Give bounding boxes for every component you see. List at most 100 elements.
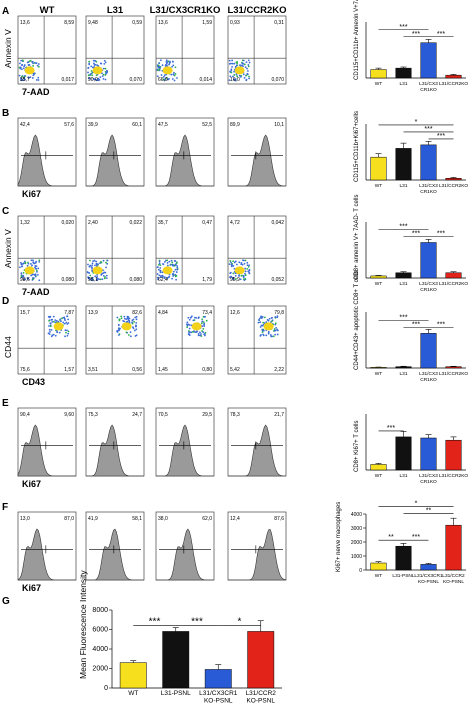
flow-dot <box>89 274 92 277</box>
quad-value: 79,8 <box>274 310 284 316</box>
flow-dot <box>235 64 238 67</box>
flow-dot <box>244 66 247 69</box>
flow-dot <box>32 65 34 67</box>
flow-dot <box>127 334 130 336</box>
density-core <box>234 266 245 275</box>
flow-dot <box>21 68 23 71</box>
quad-value: 0,93 <box>230 20 240 26</box>
flow-dot <box>244 259 247 262</box>
category-label: CR1KO <box>420 287 437 293</box>
flow-dot <box>35 267 38 270</box>
flow-dot <box>232 75 234 78</box>
bar <box>370 367 387 369</box>
gate-value: 52,5 <box>202 122 212 128</box>
quad-value: 1,45 <box>158 367 168 373</box>
flow-dot <box>37 65 40 68</box>
flow-dot <box>118 329 121 332</box>
category-label: CR1KO <box>420 479 437 485</box>
flow-dot <box>202 321 205 324</box>
flow-dot <box>156 75 159 78</box>
flow-dot <box>31 61 34 63</box>
flow-dot <box>129 331 132 334</box>
flow-dot <box>89 264 92 267</box>
flow-dot <box>158 65 161 68</box>
flow-dot <box>86 271 89 273</box>
flow-dot <box>88 77 91 80</box>
bar <box>420 144 437 181</box>
flow-dot <box>228 79 231 82</box>
flow-dot <box>230 265 233 268</box>
sig-stars: *** <box>437 321 445 328</box>
flow-dot <box>104 78 107 81</box>
gate-value: 47,5 <box>158 122 168 128</box>
flow-dot <box>21 59 24 62</box>
flow-dot <box>51 320 54 323</box>
category-label: L31/CCR2KO <box>439 183 469 189</box>
quad-value: 35,7 <box>20 77 30 83</box>
flow-dot <box>63 317 66 320</box>
flow-dot <box>201 318 204 321</box>
quad-value: 15,7 <box>20 310 30 316</box>
sig-stars: *** <box>399 314 407 321</box>
category-label: L31/CCR2 <box>246 690 277 697</box>
flow-dot <box>94 264 96 267</box>
flow-dot <box>32 73 35 76</box>
category-label: L31/CX3 <box>419 371 438 377</box>
flow-dot <box>231 276 234 279</box>
flow-dot <box>22 79 24 82</box>
flow-dot <box>91 267 93 270</box>
flow-dot <box>104 271 107 274</box>
flow-dot <box>186 321 189 324</box>
flow-dot <box>27 77 30 79</box>
flow-dot <box>87 74 90 77</box>
flow-dot <box>117 324 120 327</box>
flow-dot <box>99 76 102 79</box>
gate-value: 12,4 <box>230 516 240 522</box>
flow-dot <box>245 61 248 64</box>
flow-dot <box>246 72 249 75</box>
category-label: L31/CCR2KO <box>439 81 469 87</box>
flow-ylabel: Annexin V <box>3 29 13 68</box>
flow-dot <box>133 320 136 323</box>
flow-dot <box>229 260 232 262</box>
histogram-area <box>86 528 144 581</box>
gate-value: 38,0 <box>158 516 168 522</box>
density-core <box>24 66 35 75</box>
flow-dot <box>32 62 34 65</box>
flow-dot <box>248 264 251 267</box>
sig-stars: *** <box>412 534 420 541</box>
flow-dot <box>233 74 236 76</box>
flow-dot <box>234 78 237 80</box>
flow-dot <box>162 75 165 78</box>
flow-dot <box>22 274 25 277</box>
bar <box>395 272 412 279</box>
flow-dot <box>120 315 123 318</box>
flow-dot <box>20 59 23 62</box>
bar <box>445 366 462 369</box>
quad-value: 73,4 <box>202 310 212 316</box>
flow-dot <box>52 333 55 336</box>
quad-value: 4,84 <box>158 310 168 316</box>
flow-dot <box>134 316 137 319</box>
flow-dot <box>188 324 191 326</box>
quad-value: 13,6 <box>158 20 168 26</box>
histogram-area <box>17 424 76 477</box>
flow-dot <box>240 262 243 264</box>
sig-stars: *** <box>399 224 407 231</box>
flow-dot <box>94 78 97 81</box>
flow-dot <box>50 335 53 338</box>
panel-letter: A <box>2 6 9 17</box>
flow-dot <box>204 334 206 337</box>
flow-dot <box>193 316 196 319</box>
flow-dot <box>248 269 251 272</box>
flow-dot <box>64 329 67 332</box>
flow-dot <box>89 73 92 76</box>
flow-dot <box>263 316 266 319</box>
flow-dot <box>172 73 175 76</box>
bar <box>370 156 387 181</box>
bar <box>445 439 462 471</box>
flow-dot <box>48 325 50 327</box>
flow-dot <box>92 279 94 282</box>
flow-dot <box>245 78 248 81</box>
quad-value: 95,9 <box>230 277 240 283</box>
